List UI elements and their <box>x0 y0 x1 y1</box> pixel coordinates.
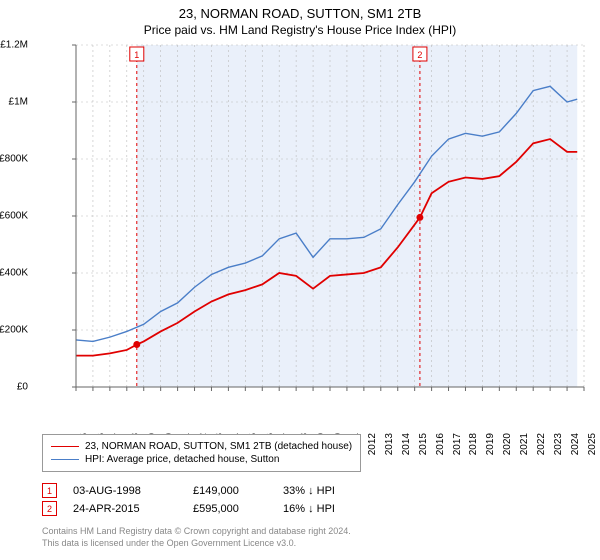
page-subtitle: Price paid vs. HM Land Registry's House … <box>0 21 600 41</box>
x-tick-label: 2019 <box>485 433 496 455</box>
transaction-price: £149,000 <box>193 485 283 497</box>
line-chart: 12 <box>30 41 590 391</box>
x-tick-label: 2015 <box>418 433 429 455</box>
y-tick-label: £0 <box>17 382 28 393</box>
legend-label: 23, NORMAN ROAD, SUTTON, SM1 2TB (detach… <box>85 441 352 452</box>
legend: 23, NORMAN ROAD, SUTTON, SM1 2TB (detach… <box>42 434 361 472</box>
footer-line-2: This data is licensed under the Open Gov… <box>42 538 351 550</box>
transactions-table: 1 03-AUG-1998£149,00033% ↓ HPI 2 24-APR-201… <box>42 480 373 519</box>
transaction-pct: 33% ↓ HPI <box>283 485 373 497</box>
transaction-price: £595,000 <box>193 503 283 515</box>
x-tick-label: 2024 <box>570 433 581 455</box>
transaction-row: 2 24-APR-2015£595,00016% ↓ HPI <box>42 501 373 516</box>
y-tick-label: £800K <box>0 154 28 165</box>
x-tick-label: 2012 <box>367 433 378 455</box>
transaction-pct: 16% ↓ HPI <box>283 503 373 515</box>
y-axis-labels: £0 £200K £400K £600K £800K £1M £1.2M <box>0 41 30 391</box>
transaction-date: 24-APR-2015 <box>73 503 193 515</box>
x-tick-label: 2013 <box>384 433 395 455</box>
x-tick-label: 2021 <box>519 433 530 455</box>
transaction-marker: 1 <box>42 483 57 498</box>
y-tick-label: £400K <box>0 268 28 279</box>
transaction-marker: 2 <box>42 501 57 516</box>
x-tick-label: 2020 <box>502 433 513 455</box>
chart-area: £0£200K£400K£600K£800K£1M£1.2M 12 199519… <box>30 41 590 391</box>
legend-swatch <box>51 446 79 447</box>
legend-row: HPI: Average price, detached house, Sutt… <box>51 454 352 465</box>
legend-swatch <box>51 459 79 460</box>
y-tick-label: £200K <box>0 325 28 336</box>
x-tick-label: 2023 <box>553 433 564 455</box>
x-tick-label: 2016 <box>435 433 446 455</box>
svg-text:2: 2 <box>417 50 422 60</box>
page-title: 23, NORMAN ROAD, SUTTON, SM1 2TB <box>0 0 600 21</box>
x-tick-label: 2017 <box>452 433 463 455</box>
x-tick-label: 2022 <box>536 433 547 455</box>
transaction-date: 03-AUG-1998 <box>73 485 193 497</box>
svg-text:1: 1 <box>134 50 139 60</box>
transaction-row: 1 03-AUG-1998£149,00033% ↓ HPI <box>42 483 373 498</box>
x-tick-label: 2018 <box>468 433 479 455</box>
footer-attribution: Contains HM Land Registry data © Crown c… <box>42 526 351 549</box>
footer-line-1: Contains HM Land Registry data © Crown c… <box>42 526 351 538</box>
legend-row: 23, NORMAN ROAD, SUTTON, SM1 2TB (detach… <box>51 441 352 452</box>
x-tick-label: 2025 <box>587 433 598 455</box>
y-tick-label: £1.2M <box>0 40 28 51</box>
legend-label: HPI: Average price, detached house, Sutt… <box>85 454 279 465</box>
y-tick-label: £1M <box>9 97 28 108</box>
x-tick-label: 2014 <box>401 433 412 455</box>
y-tick-label: £600K <box>0 211 28 222</box>
